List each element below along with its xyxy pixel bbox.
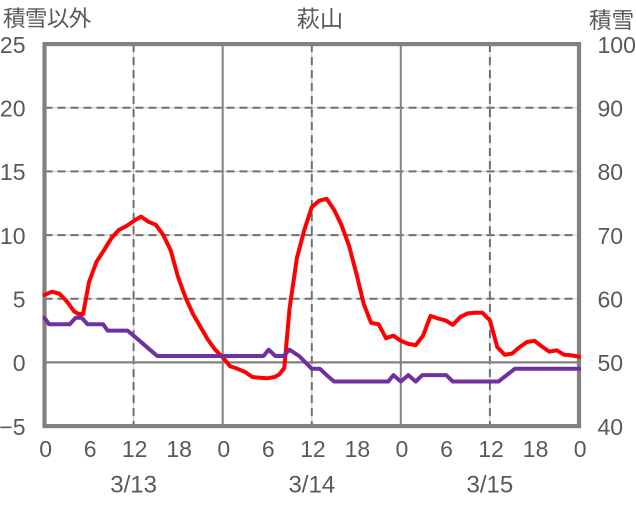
svg-text:90: 90 (598, 96, 624, 122)
svg-text:5: 5 (13, 287, 26, 313)
svg-text:50: 50 (598, 350, 624, 376)
svg-text:3/13: 3/13 (110, 472, 157, 499)
svg-text:80: 80 (598, 159, 624, 185)
svg-text:15: 15 (0, 159, 26, 185)
svg-text:20: 20 (0, 96, 26, 122)
svg-text:10: 10 (0, 223, 26, 249)
svg-text:25: 25 (0, 32, 26, 58)
svg-text:0: 0 (574, 436, 587, 462)
svg-text:60: 60 (598, 287, 624, 313)
svg-text:0: 0 (39, 436, 52, 462)
svg-text:12: 12 (478, 436, 504, 462)
svg-text:6: 6 (262, 436, 275, 462)
svg-text:0: 0 (13, 350, 26, 376)
svg-text:3/14: 3/14 (288, 472, 335, 499)
svg-text:100: 100 (598, 32, 636, 58)
svg-text:18: 18 (166, 436, 192, 462)
svg-text:0: 0 (217, 436, 230, 462)
svg-text:−5: −5 (0, 414, 26, 440)
svg-text:12: 12 (122, 436, 148, 462)
svg-text:3/15: 3/15 (467, 472, 514, 499)
svg-text:12: 12 (300, 436, 326, 462)
svg-text:18: 18 (523, 436, 549, 462)
svg-text:6: 6 (440, 436, 453, 462)
svg-text:18: 18 (345, 436, 371, 462)
svg-text:70: 70 (598, 223, 624, 249)
svg-text:40: 40 (598, 414, 624, 440)
svg-text:0: 0 (396, 436, 409, 462)
svg-text:6: 6 (84, 436, 97, 462)
